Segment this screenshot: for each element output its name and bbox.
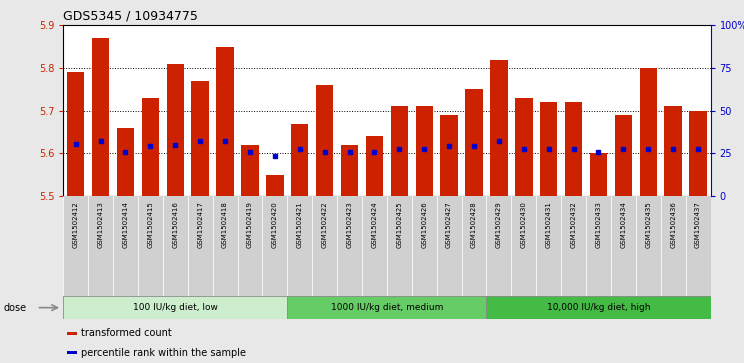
- Text: percentile rank within the sample: percentile rank within the sample: [80, 348, 246, 358]
- Text: dose: dose: [4, 303, 27, 313]
- Bar: [561, 196, 586, 296]
- Bar: [67, 332, 77, 335]
- Bar: [312, 196, 337, 296]
- Bar: [63, 196, 88, 296]
- Bar: [63, 296, 287, 319]
- Text: 1000 IU/kg diet, medium: 1000 IU/kg diet, medium: [330, 303, 443, 312]
- Text: GSM1502429: GSM1502429: [496, 201, 502, 248]
- Bar: [387, 196, 411, 296]
- Text: transformed count: transformed count: [80, 328, 171, 338]
- Text: GSM1502413: GSM1502413: [97, 201, 103, 248]
- Bar: [586, 196, 611, 296]
- Bar: [437, 196, 461, 296]
- Bar: [611, 196, 636, 296]
- Bar: [266, 175, 283, 196]
- Bar: [67, 72, 84, 196]
- Text: GSM1502427: GSM1502427: [446, 201, 452, 248]
- Bar: [615, 115, 632, 196]
- Bar: [213, 196, 237, 296]
- Bar: [636, 196, 661, 296]
- Bar: [461, 196, 487, 296]
- Bar: [316, 85, 333, 196]
- Bar: [415, 106, 433, 196]
- Bar: [241, 145, 259, 196]
- Text: GSM1502420: GSM1502420: [272, 201, 278, 248]
- Text: GSM1502416: GSM1502416: [173, 201, 179, 248]
- Bar: [287, 196, 312, 296]
- Bar: [487, 296, 711, 319]
- Bar: [465, 89, 483, 196]
- Text: GSM1502433: GSM1502433: [595, 201, 601, 248]
- Bar: [291, 123, 309, 196]
- Bar: [391, 106, 408, 196]
- Bar: [191, 81, 209, 196]
- Bar: [187, 196, 213, 296]
- Bar: [640, 68, 657, 196]
- Bar: [341, 145, 359, 196]
- Text: GSM1502432: GSM1502432: [571, 201, 577, 248]
- Text: GSM1502426: GSM1502426: [421, 201, 427, 248]
- Bar: [440, 115, 458, 196]
- Bar: [163, 196, 187, 296]
- Bar: [366, 136, 383, 196]
- Text: GDS5345 / 10934775: GDS5345 / 10934775: [63, 9, 198, 22]
- Bar: [590, 154, 607, 196]
- Bar: [540, 102, 557, 196]
- Text: GSM1502417: GSM1502417: [197, 201, 203, 248]
- Bar: [167, 64, 184, 196]
- Bar: [67, 351, 77, 354]
- Bar: [487, 196, 511, 296]
- Text: GSM1502421: GSM1502421: [297, 201, 303, 248]
- Bar: [92, 38, 109, 196]
- Text: 10,000 IU/kg diet, high: 10,000 IU/kg diet, high: [547, 303, 650, 312]
- Bar: [565, 102, 583, 196]
- Text: GSM1502415: GSM1502415: [147, 201, 153, 248]
- Text: 100 IU/kg diet, low: 100 IU/kg diet, low: [133, 303, 218, 312]
- Text: GSM1502437: GSM1502437: [695, 201, 701, 248]
- Text: GSM1502412: GSM1502412: [73, 201, 79, 248]
- Bar: [337, 196, 362, 296]
- Bar: [113, 196, 138, 296]
- Text: GSM1502428: GSM1502428: [471, 201, 477, 248]
- Text: GSM1502436: GSM1502436: [670, 201, 676, 248]
- Bar: [661, 196, 686, 296]
- Bar: [686, 196, 711, 296]
- Text: GSM1502435: GSM1502435: [645, 201, 651, 248]
- Bar: [88, 196, 113, 296]
- Bar: [263, 196, 287, 296]
- Text: GSM1502423: GSM1502423: [347, 201, 353, 248]
- Text: GSM1502425: GSM1502425: [397, 201, 403, 248]
- Bar: [117, 128, 134, 196]
- Bar: [411, 196, 437, 296]
- Bar: [515, 98, 533, 196]
- Text: GSM1502434: GSM1502434: [620, 201, 626, 248]
- Bar: [536, 196, 561, 296]
- Text: GSM1502431: GSM1502431: [545, 201, 552, 248]
- Bar: [664, 106, 682, 196]
- Text: GSM1502430: GSM1502430: [521, 201, 527, 248]
- Bar: [362, 196, 387, 296]
- Bar: [217, 47, 234, 196]
- Bar: [490, 60, 507, 196]
- Text: GSM1502414: GSM1502414: [123, 201, 129, 248]
- Text: GSM1502424: GSM1502424: [371, 201, 377, 248]
- Bar: [237, 196, 263, 296]
- Bar: [138, 196, 163, 296]
- Text: GSM1502418: GSM1502418: [222, 201, 228, 248]
- Bar: [690, 111, 707, 196]
- Bar: [511, 196, 536, 296]
- Text: GSM1502422: GSM1502422: [321, 201, 327, 248]
- Bar: [287, 296, 487, 319]
- Bar: [141, 98, 159, 196]
- Text: GSM1502419: GSM1502419: [247, 201, 253, 248]
